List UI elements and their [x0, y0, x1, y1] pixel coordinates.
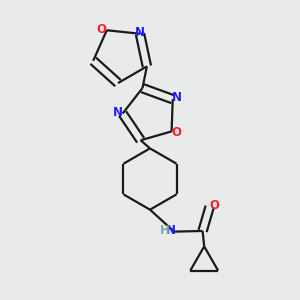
Text: O: O: [171, 125, 181, 139]
Text: O: O: [210, 199, 220, 212]
Text: O: O: [97, 23, 106, 36]
Text: N: N: [135, 26, 145, 39]
Text: N: N: [166, 224, 176, 237]
Text: N: N: [113, 106, 123, 119]
Text: H: H: [160, 224, 170, 237]
Text: N: N: [172, 91, 182, 104]
